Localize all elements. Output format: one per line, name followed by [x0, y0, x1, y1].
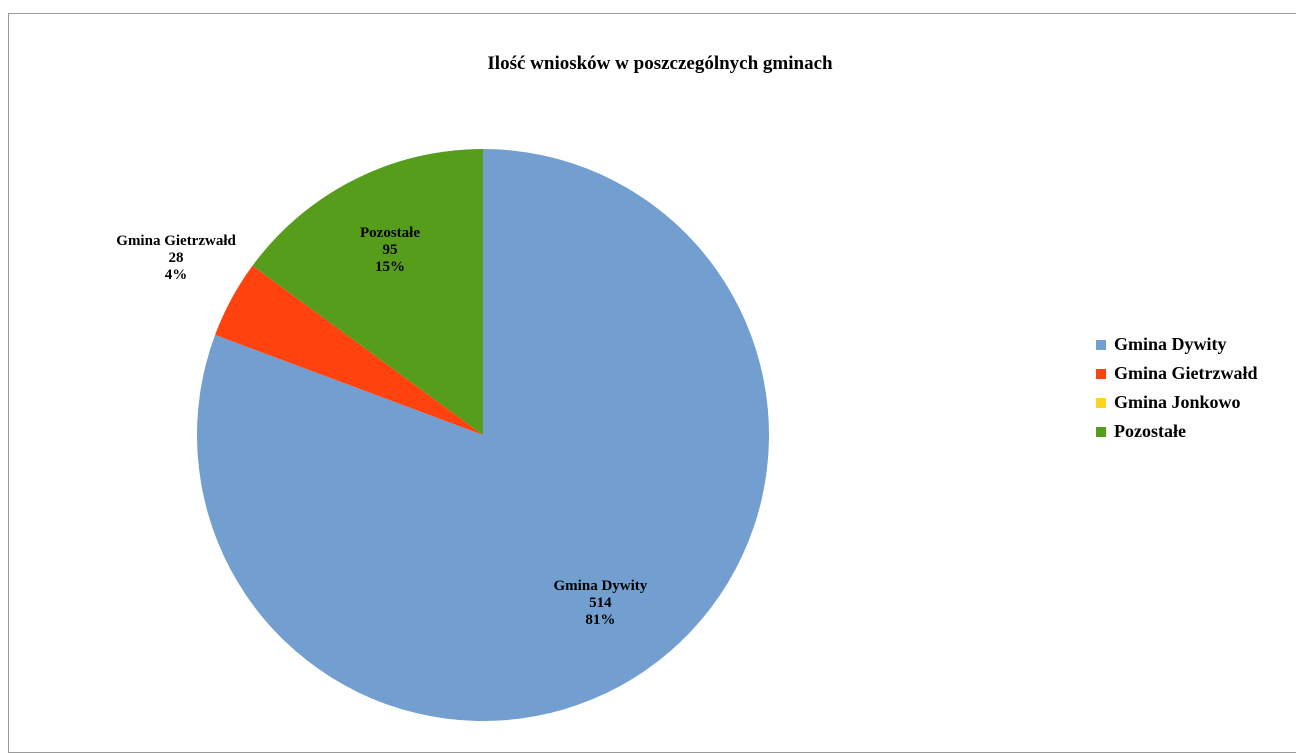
slice-label-value: 514	[589, 595, 612, 612]
slice-label: Pozostałe 95 15%	[360, 225, 420, 276]
slice-label-value: 95	[382, 242, 398, 259]
slice-label: Gmina Gietrzwałd 28 4%	[116, 233, 236, 284]
slice-label-value: 28	[168, 250, 184, 267]
chart-title: Ilość wniosków w poszczególnych gminach	[487, 53, 833, 74]
legend-label: Gmina Gietrzwałd	[1114, 363, 1258, 383]
legend-item-pozostale: Pozostałe	[1096, 417, 1257, 446]
legend-swatch	[1096, 397, 1106, 408]
pie-slice-pozosta-e	[252, 149, 483, 435]
slice-label-name: Gmina Dywity	[553, 578, 648, 595]
pie-slice-gmina-gietrzwa-d	[215, 265, 483, 435]
legend-label: Gmina Jonkowo	[1114, 392, 1241, 412]
pie-slice-gmina-dywity	[197, 149, 770, 721]
legend-swatch	[1096, 368, 1106, 379]
slice-label-name: Gmina Gietrzwałd	[116, 233, 236, 250]
pie-chart	[197, 149, 770, 721]
slice-label: Gmina Dywity 514 81%	[554, 578, 648, 629]
slice-label-percent: 4%	[164, 267, 188, 284]
slice-label-percent: 81%	[585, 612, 616, 629]
legend-swatch	[1096, 339, 1106, 350]
legend-item-dywity: Gmina Dywity	[1096, 330, 1257, 359]
legend-label: Gmina Dywity	[1114, 334, 1227, 354]
slice-label-name: Pozostałe	[360, 225, 420, 242]
legend: Gmina Dywity Gmina Gietrzwałd Gmina Jonk…	[1096, 330, 1257, 446]
legend-label: Pozostałe	[1114, 421, 1186, 441]
legend-swatch	[1096, 426, 1106, 437]
legend-item-gietrzwald: Gmina Gietrzwałd	[1096, 359, 1257, 388]
legend-item-jonkowo: Gmina Jonkowo	[1096, 388, 1257, 417]
slice-label-percent: 15%	[374, 259, 405, 276]
